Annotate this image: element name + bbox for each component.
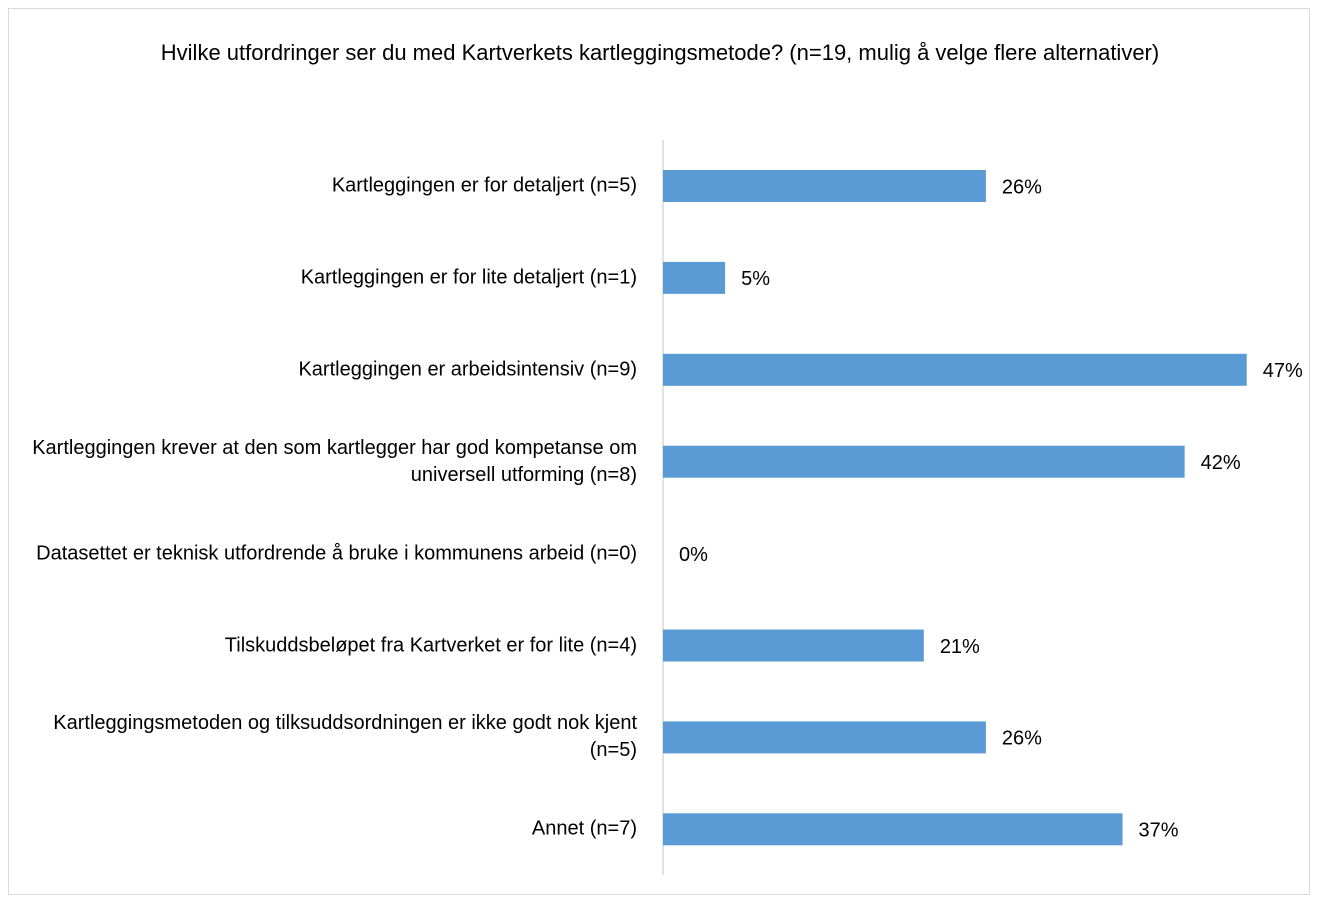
value-label: 0%: [679, 544, 708, 566]
bar: [663, 353, 1247, 386]
bar: [663, 721, 986, 754]
category-label: Kartleggingsmetoden og tilksuddsordninge…: [53, 712, 637, 762]
value-label: 5%: [741, 268, 770, 290]
category-label: Tilskuddsbeløpet fra Kartverket er for l…: [224, 634, 637, 656]
bar: [663, 813, 1123, 846]
chart-title: Hvilke utfordringer ser du med Kartverke…: [160, 40, 1160, 65]
value-label: 42%: [1201, 452, 1241, 474]
value-label: 37%: [1139, 820, 1179, 842]
category-label: Datasettet er teknisk utfordrende å bruk…: [36, 542, 637, 565]
category-label: Annet (n=7): [531, 817, 637, 840]
value-label: 21%: [940, 636, 980, 658]
bar: [663, 261, 726, 294]
category-label: Kartleggingen er for detaljert (n=5): [331, 174, 637, 197]
value-label: 26%: [1002, 728, 1042, 750]
bar: [663, 629, 924, 662]
category-label: Kartleggingen krever at den som kartlegg…: [32, 436, 637, 486]
bar: [663, 170, 986, 202]
value-label: 47%: [1263, 360, 1303, 382]
value-label: 26%: [1002, 176, 1042, 198]
category-label: Kartleggingen er arbeidsintensiv (n=9): [298, 358, 637, 381]
bar: [663, 445, 1185, 478]
category-label: Kartleggingen er for lite detaljert (n=1…: [300, 266, 637, 289]
chart-border: [8, 8, 1310, 895]
